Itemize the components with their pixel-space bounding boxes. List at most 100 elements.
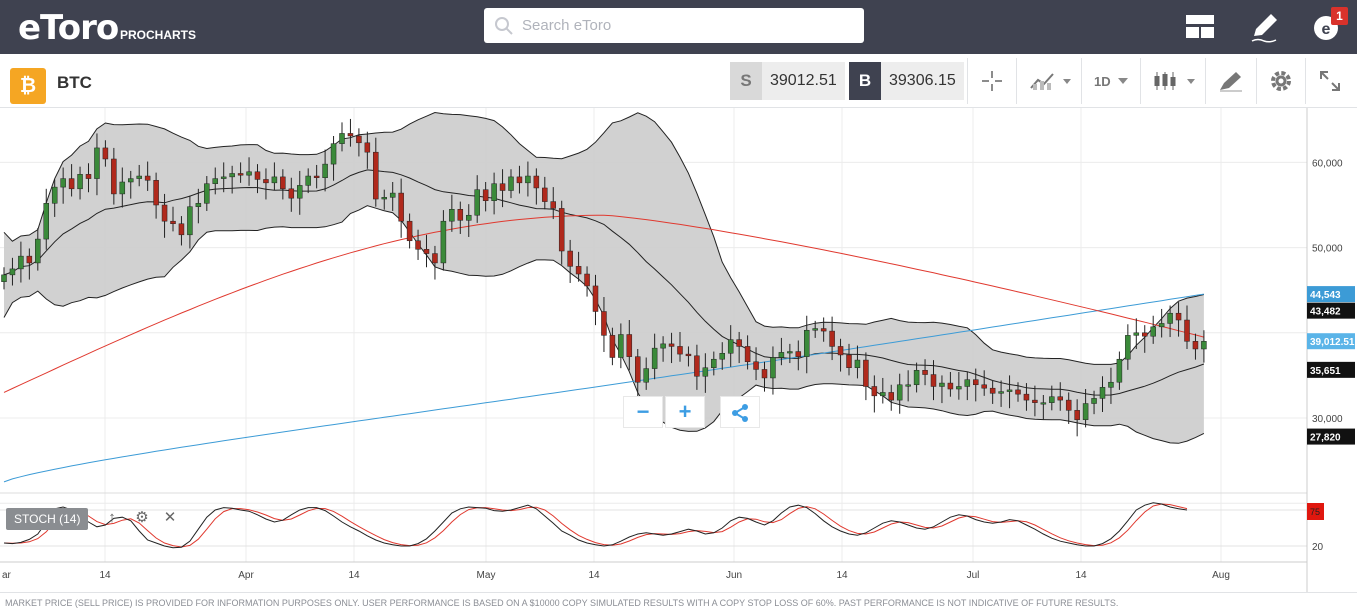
candle	[128, 170, 134, 199]
candle	[1125, 324, 1131, 370]
compare-button[interactable]	[1016, 58, 1080, 104]
candle	[727, 325, 734, 367]
candle	[102, 140, 109, 167]
candle	[1133, 318, 1140, 349]
etoro-logo[interactable]: eToro	[18, 8, 119, 48]
x-tick-label: 14	[588, 570, 600, 581]
candle	[508, 169, 514, 199]
candle	[77, 166, 83, 200]
notification-count-badge: 1	[1331, 7, 1348, 25]
candle	[339, 122, 345, 152]
candle	[905, 370, 911, 402]
candle	[947, 371, 954, 397]
candle	[1150, 315, 1156, 344]
search-box[interactable]	[484, 8, 864, 43]
candle	[567, 239, 573, 283]
candle	[389, 181, 396, 211]
candle	[804, 315, 810, 374]
candle	[305, 168, 311, 194]
zoom-in-button[interactable]: +	[665, 396, 705, 428]
candle	[43, 188, 49, 250]
instrument-header: ₿ BTC	[0, 54, 1357, 108]
price-chart[interactable]: 30,000 50,000 60,000 20 75 ar 14 Apr 14 May 14 Jun…	[0, 108, 1357, 592]
candle	[542, 176, 548, 210]
candle	[322, 149, 328, 192]
candle	[1142, 325, 1148, 353]
candle	[297, 170, 303, 215]
candle	[119, 167, 126, 208]
zoom-out-button[interactable]: −	[623, 396, 663, 428]
candle	[449, 194, 455, 232]
drawing-tools-button[interactable]	[1205, 58, 1255, 104]
candle	[550, 187, 556, 220]
candle	[998, 380, 1004, 407]
sell-tag: S	[730, 62, 762, 100]
candle	[584, 266, 590, 297]
timeframe-dropdown[interactable]: 1D	[1081, 58, 1139, 104]
candle	[516, 165, 523, 194]
current-price-label: 39,012.51	[1307, 333, 1355, 350]
x-tick-label: 14	[836, 570, 848, 581]
disclaimer-text: MARKET PRICE (SELL PRICE) IS PROVIDED FO…	[5, 598, 1119, 608]
candle	[787, 343, 793, 364]
candle	[1116, 351, 1123, 390]
buy-price-button[interactable]: B 39306.15	[849, 62, 964, 100]
disclaimer-bar: MARKET PRICE (SELL PRICE) IS PROVIDED FO…	[0, 592, 1357, 616]
candle	[795, 340, 802, 371]
sell-price-button[interactable]: S 39012.51	[730, 62, 845, 100]
indicator-settings-icon[interactable]: ⚙	[135, 509, 149, 526]
fullscreen-button[interactable]	[1305, 58, 1355, 104]
x-axis: ar 14 Apr 14 May 14 Jun 14 Jul 14 Aug	[2, 570, 1230, 581]
candle	[466, 204, 472, 237]
candle	[364, 131, 371, 169]
candle	[592, 274, 599, 326]
x-tick-label: Aug	[1212, 570, 1230, 581]
candle	[677, 331, 683, 362]
candle	[111, 147, 117, 205]
svg-text:27,820: 27,820	[1310, 433, 1341, 444]
candle	[68, 164, 75, 197]
candle	[94, 133, 100, 196]
drawing-icon	[1220, 72, 1242, 92]
candle	[26, 248, 33, 280]
candle	[601, 297, 607, 352]
search-icon	[495, 17, 513, 35]
x-tick-label: Jul	[967, 570, 980, 581]
stoch-y-label: 20	[1312, 542, 1324, 553]
stochastic-indicator-label[interactable]: STOCH (14)	[6, 508, 89, 530]
moving-average-red	[3, 214, 1205, 393]
upper-band-price-label: 43,482	[1307, 302, 1355, 319]
candle	[761, 361, 768, 392]
candle	[474, 175, 480, 223]
candle	[888, 384, 894, 411]
candle	[896, 373, 903, 414]
edit-pen-icon[interactable]	[1248, 10, 1282, 44]
candle	[1065, 392, 1072, 424]
remove-indicator-icon[interactable]: ✕	[163, 509, 177, 526]
candle	[330, 135, 337, 181]
candle	[1074, 399, 1080, 437]
crosshair-icon	[982, 71, 1002, 91]
candle	[1184, 305, 1190, 349]
settings-button[interactable]	[1256, 58, 1304, 104]
candle	[356, 128, 362, 157]
candle	[989, 380, 996, 404]
candle	[9, 257, 16, 286]
candle	[660, 336, 666, 362]
move-up-icon[interactable]: ↑	[108, 509, 116, 526]
y-tick-label: 60,000	[1312, 158, 1343, 169]
chart-type-dropdown[interactable]	[1140, 58, 1204, 104]
share-button[interactable]	[720, 396, 760, 428]
candle	[837, 338, 844, 372]
search-input[interactable]	[522, 8, 852, 43]
layout-icon[interactable]	[1183, 10, 1217, 44]
candle	[922, 359, 928, 386]
instrument-symbol: BTC	[57, 73, 92, 92]
candle	[220, 162, 227, 193]
candle	[635, 348, 641, 399]
crosshair-button[interactable]	[967, 58, 1015, 104]
candle	[719, 342, 725, 370]
moving-average-blue	[3, 293, 1204, 483]
candle	[702, 353, 709, 393]
candle	[812, 320, 818, 338]
